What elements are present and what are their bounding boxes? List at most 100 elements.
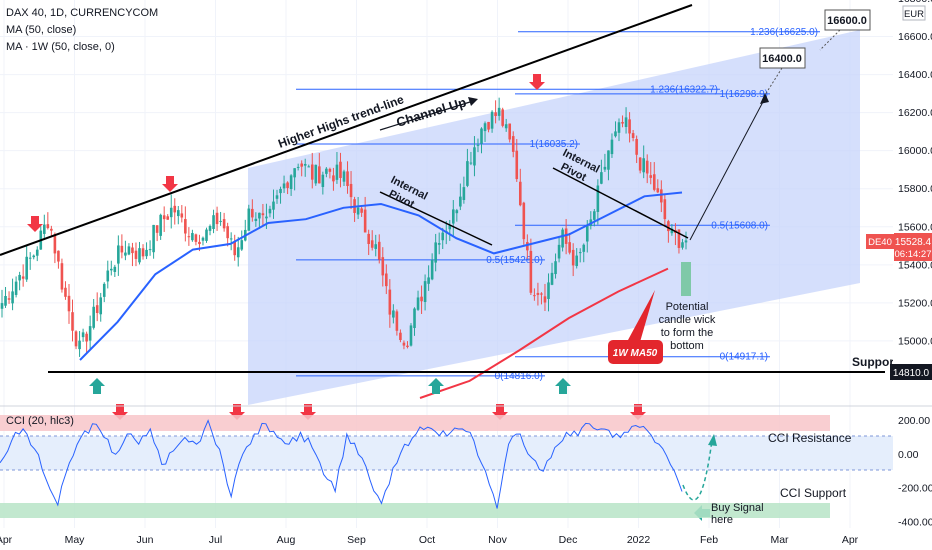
price-value: 15528.4 [895,237,932,248]
candle-body [385,273,388,287]
fibonacci-levels: 1.236(16625.0) 1.236(16322.7) 1(16298.9) 1(… [296,27,820,382]
candle-body [258,212,261,219]
candle-body [307,166,311,168]
candle-body [455,210,459,214]
candle-body [201,237,205,241]
candle-body [314,164,318,184]
candle-body [332,175,335,182]
candle-body [134,250,138,259]
candle-body [268,208,272,214]
sell-arrow-0 [27,216,43,232]
candle-body [32,255,36,258]
candle-body [310,164,314,180]
price-tick-4: 16000.0 [898,145,932,157]
cci-tick-1: 0.00 [898,449,919,461]
candle-body [293,168,296,178]
candle-body [349,183,353,198]
candle-body [518,181,522,206]
candle-body [88,326,92,341]
candle-body [18,274,21,281]
candle-body [321,174,325,188]
candle-body [610,139,614,155]
candle-body [279,188,282,194]
candle-body [635,138,638,155]
candle-body [205,229,208,241]
candle-body [430,259,434,280]
fib-label-7: 0(14816.0) [495,371,543,382]
price-tick-6: 15600.0 [898,221,932,233]
cci-tick-labels: 200.00 0.00 -200.00 -400.00 [898,415,932,529]
cci-projection-head [708,434,717,446]
candle-body [437,243,441,245]
sell-arrow-2 [529,74,545,90]
candle-body [476,144,480,146]
candle-body [162,215,166,220]
candle-body [21,276,25,279]
time-tick-7: Nov [488,534,507,546]
ma-badge [608,340,663,364]
channel-arrow-head [468,97,478,106]
candle-body [413,308,416,329]
price-tick-1: 16600.0 [898,31,932,43]
time-tick-1: May [65,534,86,546]
candle-body [187,236,191,238]
target1-label: 16400.0 [762,53,802,65]
price-tick-7: 15400.0 [898,259,932,271]
candle-body [402,342,406,346]
candle-body [582,244,586,252]
candle-body [356,207,360,215]
price-countdown: 06:14:27 [895,249,932,260]
candle-body [427,277,430,284]
candle-body [215,212,219,225]
fib-label-5: 0.5(15426.0) [486,255,543,266]
price-tick-0: 16800.0 [898,0,932,5]
candle-body [335,164,339,180]
currency-badge [902,5,926,21]
candle-body [420,296,423,302]
candle-body [624,117,628,128]
candle-body [339,161,342,178]
time-tick-2: Jun [137,534,154,546]
candle-body [645,160,649,174]
price-tick-2: 16400.0 [898,69,932,81]
candle-body [575,255,579,267]
candle-body [681,242,684,248]
candle-body [571,249,575,266]
candle-body [381,257,385,276]
time-tick-11: Mar [770,534,789,546]
cci-neutral-band [0,436,893,470]
candle-body [117,245,120,264]
candle-body [600,172,603,184]
time-tick-12: Apr [842,534,859,546]
currency-label: EUR [904,9,924,20]
cci-tick-2: -200.00 [898,483,932,495]
candle-body [395,311,399,331]
candle-body [43,224,46,234]
candle-body [522,202,526,240]
candle-body [265,216,268,219]
candle-body [92,306,95,328]
candle-body [318,166,321,184]
candle-body [399,332,402,341]
candle-body [57,250,60,262]
candle-body [99,297,103,315]
buy-arrow-1 [428,378,444,394]
cci-tick-0: 200.00 [898,415,930,427]
time-tick-5: Sep [347,534,366,546]
symbol-legend: DAX 40, 1D, CURRENCYCOM [6,7,158,19]
internal-pivot-line-2 [552,167,689,239]
candle-body [550,272,554,285]
candle-body [173,205,177,213]
candle-body [325,168,328,174]
candle-body [127,246,131,255]
candle-body [67,295,71,312]
candle-body [370,240,374,248]
candle-body [113,266,117,272]
time-tick-10: Feb [700,534,718,546]
candle-body [46,224,50,229]
candle-body [236,247,240,258]
fib-label-2: 1(16298.9) [720,89,768,100]
wick-note-4: bottom [670,340,704,352]
buy-arrow-2 [555,378,571,394]
ma-badge-pointer [628,290,655,342]
